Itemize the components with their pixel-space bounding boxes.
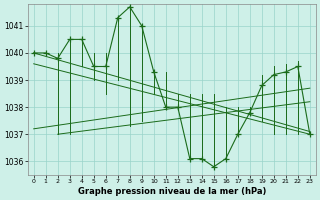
X-axis label: Graphe pression niveau de la mer (hPa): Graphe pression niveau de la mer (hPa) — [77, 187, 266, 196]
